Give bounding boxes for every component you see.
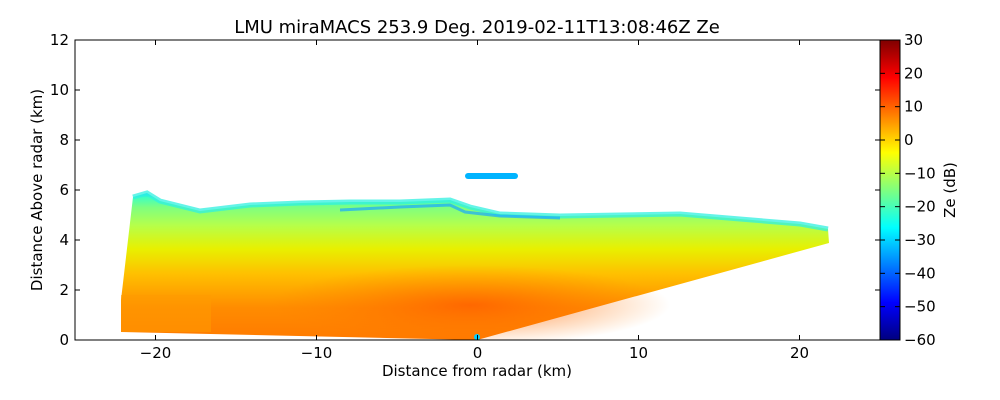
x-tick-label: −20 [140, 344, 172, 362]
cloud-top-edge [132, 190, 829, 232]
x-tick-label: 20 [790, 344, 809, 362]
y-axis: 0 2 4 6 8 10 12 [50, 31, 880, 349]
x-tick-label: 0 [473, 344, 483, 362]
colorbar-tick-label: −30 [904, 231, 936, 249]
x-tick-label: −10 [301, 344, 333, 362]
colorbar: 30 20 10 0 −10 −20 −30 −40 −50 −60 Ze (dB) [879, 31, 959, 349]
reflectivity-core [270, 265, 670, 340]
colorbar-tick-label: 20 [904, 64, 923, 82]
y-tick-label: 6 [59, 181, 69, 199]
x-tick-label: 10 [629, 344, 648, 362]
isolated-echo-layer [465, 173, 518, 179]
colorbar-tick-label: −40 [904, 264, 936, 282]
colorbar-gradient [879, 39, 901, 341]
near-range-columns [121, 295, 211, 332]
y-tick-label: 8 [59, 131, 69, 149]
colorbar-tick-label: −60 [904, 331, 936, 349]
y-tick-label: 0 [59, 331, 69, 349]
colorbar-label: Ze (dB) [941, 162, 959, 218]
chart-title: LMU miraMACS 253.9 Deg. 2019-02-11T13:08… [234, 17, 720, 38]
colorbar-tick-label: 0 [904, 131, 914, 149]
colorbar-tick-label: −20 [904, 198, 936, 216]
y-tick-label: 10 [50, 81, 69, 99]
plot-area [121, 173, 829, 340]
colorbar-tick-label: 10 [904, 98, 923, 116]
x-axis: −20 −10 0 10 20 [140, 40, 809, 362]
colorbar-tick-label: 30 [904, 31, 923, 49]
x-axis-label: Distance from radar (km) [382, 362, 572, 380]
y-axis-label: Distance Above radar (km) [28, 89, 46, 291]
colorbar-ticks: 30 20 10 0 −10 −20 −30 −40 −50 −60 [880, 31, 936, 349]
y-tick-label: 12 [50, 31, 69, 49]
y-tick-label: 4 [59, 231, 69, 249]
cloud-top-low-band [339, 203, 561, 220]
colorbar-tick-label: −10 [904, 164, 936, 182]
colorbar-tick-label: −50 [904, 298, 936, 316]
y-tick-label: 2 [59, 281, 69, 299]
